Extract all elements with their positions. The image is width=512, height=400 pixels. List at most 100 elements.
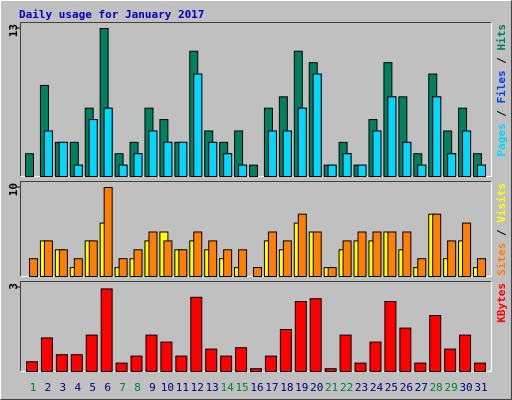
x-tick-label: 19 — [295, 381, 308, 394]
bar — [253, 267, 262, 278]
panel — [20, 181, 492, 277]
bar — [417, 258, 427, 278]
bar — [85, 334, 98, 373]
bar — [309, 298, 322, 373]
bar — [190, 296, 203, 372]
bar — [279, 329, 292, 372]
bar — [238, 164, 248, 178]
x-tick-label: 23 — [355, 381, 368, 394]
x-tick-label: 3 — [60, 381, 67, 394]
x-tick-label: 9 — [149, 381, 156, 394]
bar — [384, 301, 397, 372]
x-tick-label: 1 — [30, 381, 37, 394]
panel-bevel — [20, 22, 492, 177]
x-tick-label: 29 — [445, 381, 458, 394]
bar — [178, 249, 188, 278]
bar — [327, 267, 337, 278]
chart-title: Daily usage for January 2017 — [19, 8, 204, 21]
legend-entry: Hits — [495, 24, 508, 51]
x-tick-label: 15 — [235, 381, 248, 394]
x-tick-label: 18 — [280, 381, 293, 394]
bar — [178, 141, 188, 178]
bar — [342, 153, 352, 178]
bar — [282, 130, 292, 177]
bar — [432, 96, 442, 177]
bar — [118, 258, 128, 278]
bar — [387, 231, 397, 277]
x-tick-label: 4 — [74, 381, 81, 394]
bar — [118, 164, 128, 178]
legend-entry: Sites — [495, 243, 508, 276]
bar — [40, 337, 53, 372]
bar — [29, 258, 38, 278]
bar — [414, 362, 427, 373]
bar — [133, 153, 143, 178]
panel-bevel — [20, 181, 492, 277]
bar — [43, 240, 53, 277]
bar — [324, 368, 337, 373]
legend-separator: / — [495, 223, 508, 243]
bar — [339, 334, 352, 373]
bar — [193, 73, 203, 177]
x-tick-label: 5 — [89, 381, 96, 394]
bar — [58, 141, 68, 178]
x-tick-label: 10 — [161, 381, 174, 394]
bar — [402, 231, 412, 277]
bar — [163, 240, 173, 277]
x-tick-label: 31 — [474, 381, 487, 394]
bar — [103, 187, 113, 277]
bar — [88, 119, 98, 177]
bar — [372, 231, 382, 277]
bar — [402, 141, 412, 178]
bar — [208, 240, 218, 277]
bar — [115, 362, 128, 373]
legend-entry: Files — [495, 70, 508, 103]
bar — [447, 240, 457, 277]
x-tick-label: 7 — [119, 381, 126, 394]
bar — [297, 107, 307, 177]
legend: Sites / Visits — [495, 183, 508, 276]
bar — [208, 141, 218, 178]
bar — [145, 334, 158, 373]
bar — [477, 258, 486, 278]
x-tick-label: 25 — [385, 381, 398, 394]
panel — [20, 22, 492, 177]
bar — [474, 362, 486, 373]
bar — [73, 258, 83, 278]
bar — [294, 301, 307, 372]
legend-entry: Pages — [495, 123, 508, 156]
bar — [55, 354, 68, 373]
x-tick-label: 30 — [459, 381, 472, 394]
y-tick-label: 13 — [7, 24, 20, 37]
bar — [58, 249, 68, 278]
bar — [148, 130, 158, 177]
bar — [103, 107, 113, 177]
x-tick-label: 11 — [176, 381, 189, 394]
bar — [297, 213, 307, 277]
y-tick-label: 10 — [7, 183, 20, 196]
x-tick-label: 17 — [265, 381, 278, 394]
x-tick-label: 16 — [250, 381, 263, 394]
bar — [429, 315, 442, 372]
bar — [264, 355, 277, 373]
bar — [73, 164, 83, 178]
legend-entry: Visits — [495, 183, 508, 223]
bar — [477, 164, 486, 178]
x-tick-label: 8 — [134, 381, 141, 394]
bar — [357, 231, 367, 277]
bar — [193, 231, 203, 277]
legend-separator: / — [495, 104, 508, 124]
bar — [25, 153, 34, 178]
panel — [20, 281, 492, 372]
x-tick-label: 22 — [340, 381, 353, 394]
x-tick-label: 2 — [45, 381, 52, 394]
bar — [399, 327, 412, 373]
bar — [148, 231, 158, 277]
bar — [327, 164, 337, 178]
bar — [387, 96, 397, 177]
bar — [133, 249, 143, 278]
bar — [235, 347, 248, 373]
bar — [175, 355, 188, 373]
